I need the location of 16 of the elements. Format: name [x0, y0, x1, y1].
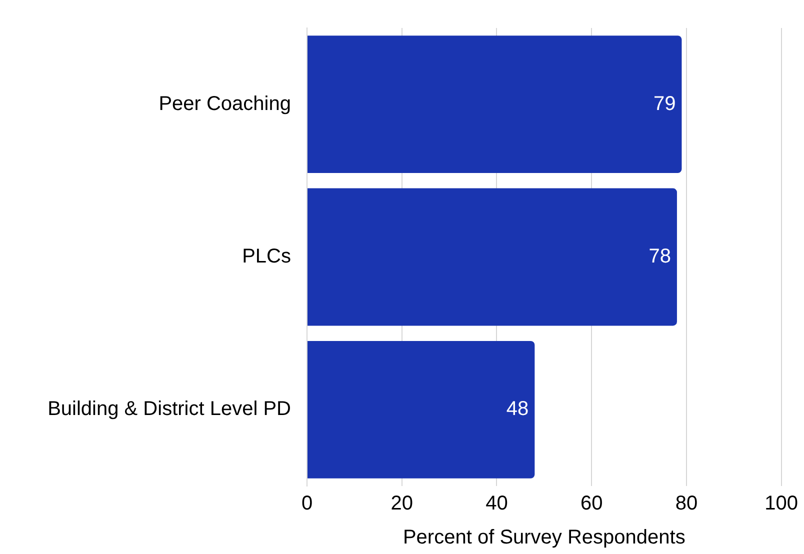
data-label: 79 [653, 92, 676, 115]
y-tick-label: Building & District Level PD [48, 398, 291, 420]
x-tick-label: 20 [390, 492, 413, 515]
x-tick-label: 100 [764, 492, 798, 515]
y-tick-label: PLCs [242, 246, 291, 268]
x-axis-title: Percent of Survey Respondents [402, 526, 686, 549]
y-tick-label: Peer Coaching [158, 92, 291, 115]
data-label: 48 [506, 398, 529, 420]
bar [308, 188, 677, 326]
x-tick-label: 80 [675, 492, 698, 515]
x-tick-label: 40 [486, 492, 508, 515]
bar [308, 36, 682, 174]
bar [308, 340, 535, 478]
x-tick-label: 60 [580, 492, 603, 515]
data-label: 78 [648, 246, 671, 268]
x-tick-label: 0 [301, 492, 313, 515]
